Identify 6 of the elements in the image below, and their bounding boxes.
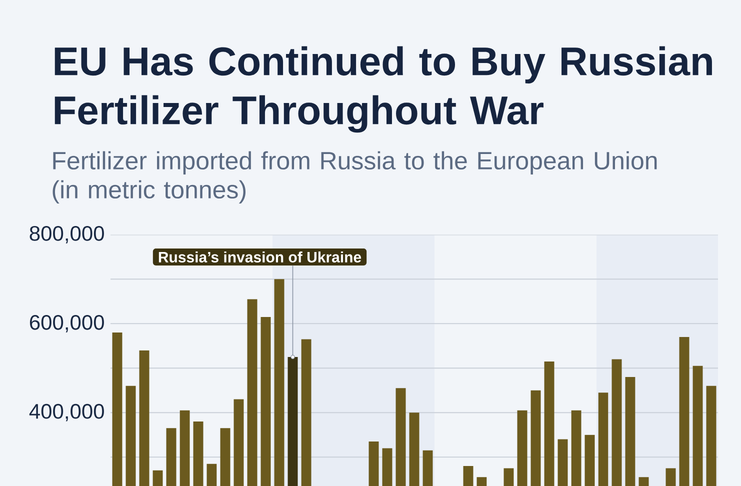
- y-tick-label: 400,000: [29, 404, 104, 422]
- chart-title: EU Has Continued to Buy Russian Fertilizer Throughout War: [54, 46, 712, 133]
- chart-subtitle: Fertilizer imported from Russia to the European Union (in metric tonnes): [52, 151, 657, 204]
- annotation: Russia’s invasion of Ukraine: [158, 251, 362, 262]
- y-tick-label: 600,000: [30, 314, 104, 332]
- y-tick-label: 800,000: [30, 226, 104, 244]
